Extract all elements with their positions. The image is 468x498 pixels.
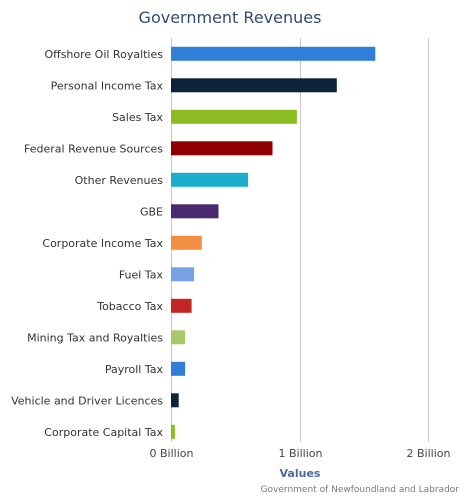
category-label: Tobacco Tax — [96, 300, 163, 313]
bar[interactable] — [171, 141, 273, 156]
category-label: Other Revenues — [75, 174, 164, 187]
bar[interactable] — [171, 393, 179, 408]
x-axis-title: Values — [280, 467, 321, 480]
x-axis-tick-labels: 0 Billion 1 Billion 2 Billion — [150, 447, 451, 460]
category-label: Mining Tax and Royalties — [27, 331, 163, 344]
category-label: Payroll Tax — [105, 363, 164, 376]
bar[interactable] — [171, 204, 219, 219]
bar[interactable] — [171, 46, 376, 61]
category-label: Corporate Income Tax — [42, 237, 163, 250]
x-tick-label: 2 Billion — [407, 447, 451, 460]
category-label: Fuel Tax — [119, 268, 164, 281]
bars — [171, 46, 376, 439]
gridlines — [171, 38, 429, 442]
category-label: Federal Revenue Sources — [24, 142, 163, 155]
bar[interactable] — [171, 361, 186, 376]
category-label: Vehicle and Driver Licences — [11, 394, 163, 407]
bar[interactable] — [171, 109, 297, 124]
category-label: Sales Tax — [112, 111, 163, 124]
bar[interactable] — [171, 235, 202, 250]
x-tick-label: 0 Billion — [150, 447, 194, 460]
bar[interactable] — [171, 298, 192, 313]
bar[interactable] — [171, 267, 195, 282]
bar[interactable] — [171, 172, 249, 187]
category-label: Offshore Oil Royalties — [44, 48, 163, 61]
category-label: Corporate Capital Tax — [44, 426, 163, 439]
chart-credit[interactable]: Government of Newfoundland and Labrador — [261, 485, 460, 495]
x-tick-label: 1 Billion — [279, 447, 323, 460]
bar[interactable] — [171, 78, 337, 93]
bar[interactable] — [171, 330, 186, 345]
bar[interactable] — [171, 424, 175, 439]
category-label: Personal Income Tax — [51, 79, 164, 92]
chart-title: Government Revenues — [139, 8, 322, 27]
category-labels: Offshore Oil Royalties Personal Income Ta… — [11, 48, 163, 439]
category-label: GBE — [140, 205, 163, 218]
